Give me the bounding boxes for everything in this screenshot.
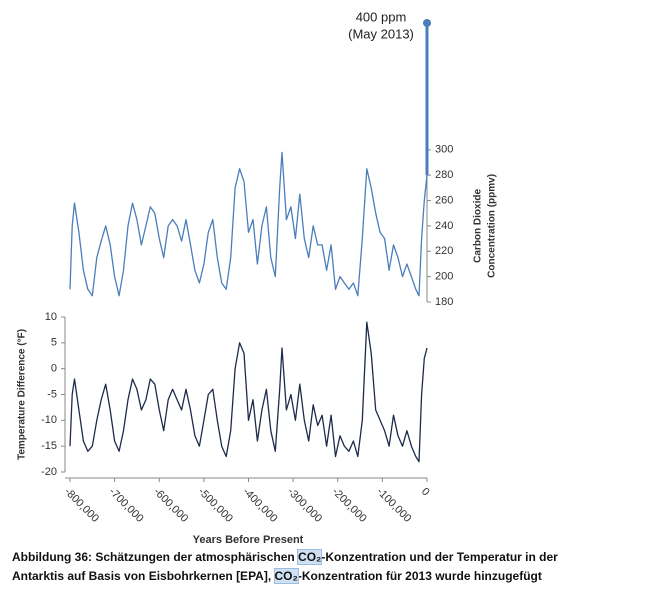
- x-tick-label: -300,000: [285, 486, 324, 525]
- caption-text: -Konzentration und der Temperatur in der: [321, 550, 558, 564]
- y-axis-label: Carbon Dioxide: [473, 189, 484, 263]
- x-tick-label: -400,000: [240, 486, 279, 525]
- y-tick-label: 5: [51, 337, 57, 349]
- x-axis-label: Years Before Present: [193, 534, 304, 545]
- y-tick-label: 220: [435, 245, 453, 257]
- data-line: [69, 151, 428, 297]
- x-tick-label: -500,000: [196, 486, 235, 525]
- x-tick-label: -100,000: [374, 486, 413, 525]
- y-tick-label: -15: [41, 440, 57, 452]
- caption-text: CO₂: [297, 549, 323, 565]
- y-tick-label: 260: [435, 194, 453, 206]
- y-tick-label: -10: [41, 414, 57, 426]
- x-tick-label: 0: [419, 486, 432, 499]
- y-tick-label: 200: [435, 271, 453, 283]
- y-tick-label: 240: [435, 220, 453, 232]
- x-tick-label: -700,000: [106, 486, 145, 525]
- caption-text: CO₂: [273, 568, 299, 584]
- caption-text: Abbildung 36: Schätzungen der atmosphäri…: [12, 550, 299, 564]
- y-axis-label: Concentration (ppmv): [487, 174, 498, 278]
- y-tick-label: -5: [47, 388, 57, 400]
- caption-text: -Konzentration für 2013 wurde hinzugefüg…: [297, 569, 542, 583]
- y-tick-label: 280: [435, 169, 453, 181]
- y-tick-label: 300: [435, 144, 453, 156]
- y-tick-label: 180: [435, 296, 453, 308]
- x-tick-label: -800,000: [62, 486, 101, 525]
- annotation-text: (May 2013): [348, 26, 414, 41]
- x-tick-label: -600,000: [151, 486, 190, 525]
- caption: Abbildung 36: Schätzungen der atmosphäri…: [12, 548, 558, 586]
- data-line: [69, 321, 428, 463]
- caption-text: Antarktis auf Basis von Eisbohrkernen [E…: [12, 569, 275, 583]
- y-tick-label: 0: [51, 363, 57, 375]
- chart: 180 200 220 240 260 280 300 Carbon Dioxide Conce…: [17, 9, 498, 545]
- annotation-text: 400 ppm: [356, 9, 407, 24]
- x-tick-label: -200,000: [330, 486, 369, 525]
- annotation-point: [423, 19, 431, 27]
- y-tick-label: -20: [41, 466, 57, 478]
- y-tick-label: 10: [45, 311, 57, 323]
- y-axis-label: Temperature Difference (°F): [17, 329, 28, 460]
